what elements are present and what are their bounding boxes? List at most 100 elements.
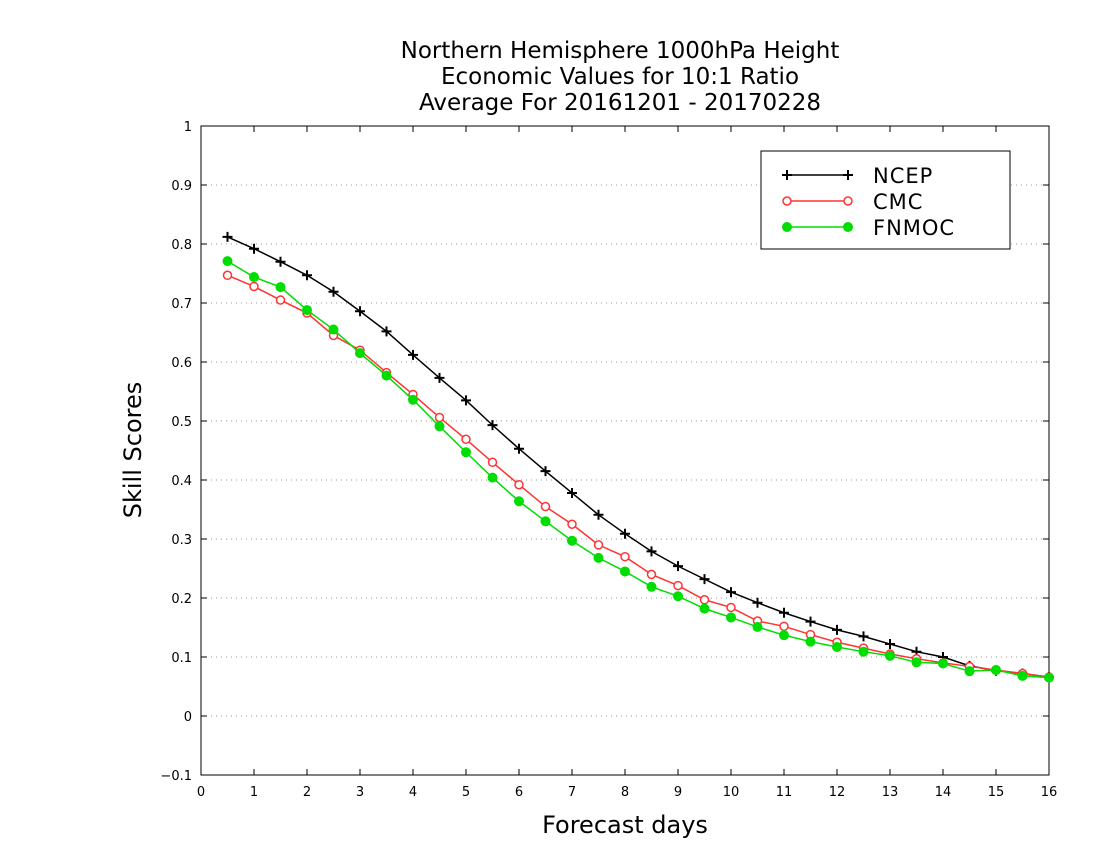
axis-ticks: −0.100.10.20.30.40.50.60.70.80.910 1 2 3 4 5 6… <box>160 120 1057 800</box>
x-tick-label: 14 <box>935 785 952 800</box>
data-point-cmc <box>275 295 286 305</box>
data-point-fnmoc <box>646 581 657 592</box>
legend-marker-ncep <box>782 170 792 180</box>
data-point-ncep <box>275 256 286 267</box>
legend-marker-cmc <box>843 196 853 206</box>
data-point-fnmoc <box>1044 672 1054 683</box>
data-point-cmc <box>593 540 604 550</box>
legend-marker-fnmoc <box>843 222 853 232</box>
x-tick-label: 9 <box>674 785 682 800</box>
series-fnmoc <box>222 256 1054 683</box>
y-tick-label: 1 <box>184 120 192 135</box>
data-point-cmc <box>249 281 259 292</box>
data-point-fnmoc <box>726 612 736 623</box>
y-tick-label: 0.1 <box>171 651 192 666</box>
legend-marker-ncep <box>843 170 853 180</box>
x-tick-label: 11 <box>776 785 793 800</box>
legend-box <box>760 150 1011 250</box>
series-lines <box>222 231 1054 683</box>
data-point-fnmoc <box>514 496 524 507</box>
x-tick-label: 16 <box>1041 785 1058 800</box>
data-point-fnmoc <box>699 603 710 614</box>
y-tick-label: 0.6 <box>171 356 192 371</box>
data-point-ncep <box>620 528 630 539</box>
data-point-ncep <box>832 624 842 635</box>
chart-title: Northern Hemisphere 1000hPa HeightEconom… <box>401 38 840 116</box>
data-point-fnmoc <box>222 256 233 267</box>
data-point-cmc <box>434 412 445 423</box>
x-tick-label: 8 <box>621 785 629 800</box>
y-axis-label: Skill Scores <box>119 382 147 519</box>
data-point-ncep <box>726 587 736 598</box>
data-point-ncep <box>752 597 763 608</box>
data-point-ncep <box>487 420 498 431</box>
x-tick-label: 12 <box>829 785 846 800</box>
data-point-fnmoc <box>991 664 1001 675</box>
data-point-fnmoc <box>752 621 763 632</box>
data-point-ncep <box>593 509 604 520</box>
legend-item-ncep: NCEP <box>782 164 932 188</box>
x-tick-label: 0 <box>197 785 205 800</box>
data-point-fnmoc <box>620 566 630 577</box>
x-tick-label: 15 <box>988 785 1005 800</box>
title-line-1: Northern Hemisphere 1000hPa Height <box>401 38 840 64</box>
data-point-ncep <box>355 306 365 317</box>
data-point-fnmoc <box>832 641 842 652</box>
y-tick-label: 0.7 <box>171 297 192 312</box>
data-point-ncep <box>646 546 657 557</box>
series-line-cmc <box>227 274 1050 678</box>
data-point-ncep <box>461 395 471 406</box>
data-point-fnmoc <box>408 394 418 405</box>
data-point-fnmoc <box>487 472 498 483</box>
series-line-ncep <box>227 236 1050 678</box>
data-point-fnmoc <box>249 272 259 283</box>
series-ncep <box>222 231 1054 683</box>
x-tick-label: 1 <box>250 785 258 800</box>
data-point-ncep <box>434 372 445 383</box>
data-point-fnmoc <box>355 348 365 359</box>
legend-item-cmc: CMC <box>782 190 923 214</box>
gridlines <box>201 184 1049 717</box>
x-tick-label: 10 <box>723 785 740 800</box>
x-tick-label: 4 <box>409 785 417 800</box>
legend-label-cmc: CMC <box>873 190 923 214</box>
data-point-ncep <box>328 286 339 297</box>
data-point-ncep <box>805 616 816 627</box>
data-point-ncep <box>540 466 551 477</box>
x-tick-label: 5 <box>462 785 470 800</box>
data-point-ncep <box>673 561 683 572</box>
data-point-cmc <box>620 551 630 562</box>
data-point-cmc <box>726 602 736 613</box>
data-point-ncep <box>249 243 259 254</box>
data-point-fnmoc <box>567 535 577 546</box>
data-point-fnmoc <box>593 552 604 563</box>
x-tick-label: 13 <box>882 785 899 800</box>
data-point-cmc <box>567 519 577 529</box>
data-point-fnmoc <box>911 657 922 668</box>
data-point-cmc <box>779 621 789 632</box>
legend-label-fnmoc: FNMOC <box>873 216 955 240</box>
x-tick-label: 2 <box>303 785 311 800</box>
data-point-ncep <box>302 270 312 281</box>
data-point-fnmoc <box>673 591 683 602</box>
data-point-fnmoc <box>805 636 816 647</box>
data-point-fnmoc <box>938 658 948 669</box>
y-tick-label: 0.9 <box>171 179 192 194</box>
data-point-cmc <box>699 595 710 605</box>
data-point-fnmoc <box>885 650 895 661</box>
data-point-ncep <box>699 574 710 585</box>
data-point-fnmoc <box>779 630 789 641</box>
x-axis-label: Forecast days <box>542 811 708 839</box>
data-point-fnmoc <box>858 646 869 657</box>
x-tick-label: 6 <box>515 785 523 800</box>
data-point-fnmoc <box>540 516 551 527</box>
data-point-fnmoc <box>964 666 975 677</box>
legend-item-fnmoc: FNMOC <box>782 216 955 240</box>
y-tick-label: 0.8 <box>171 238 192 253</box>
data-point-cmc <box>646 569 657 580</box>
title-line-3: Average For 20161201 - 20170228 <box>419 90 821 116</box>
data-point-cmc <box>540 501 551 512</box>
data-point-fnmoc <box>302 305 312 316</box>
